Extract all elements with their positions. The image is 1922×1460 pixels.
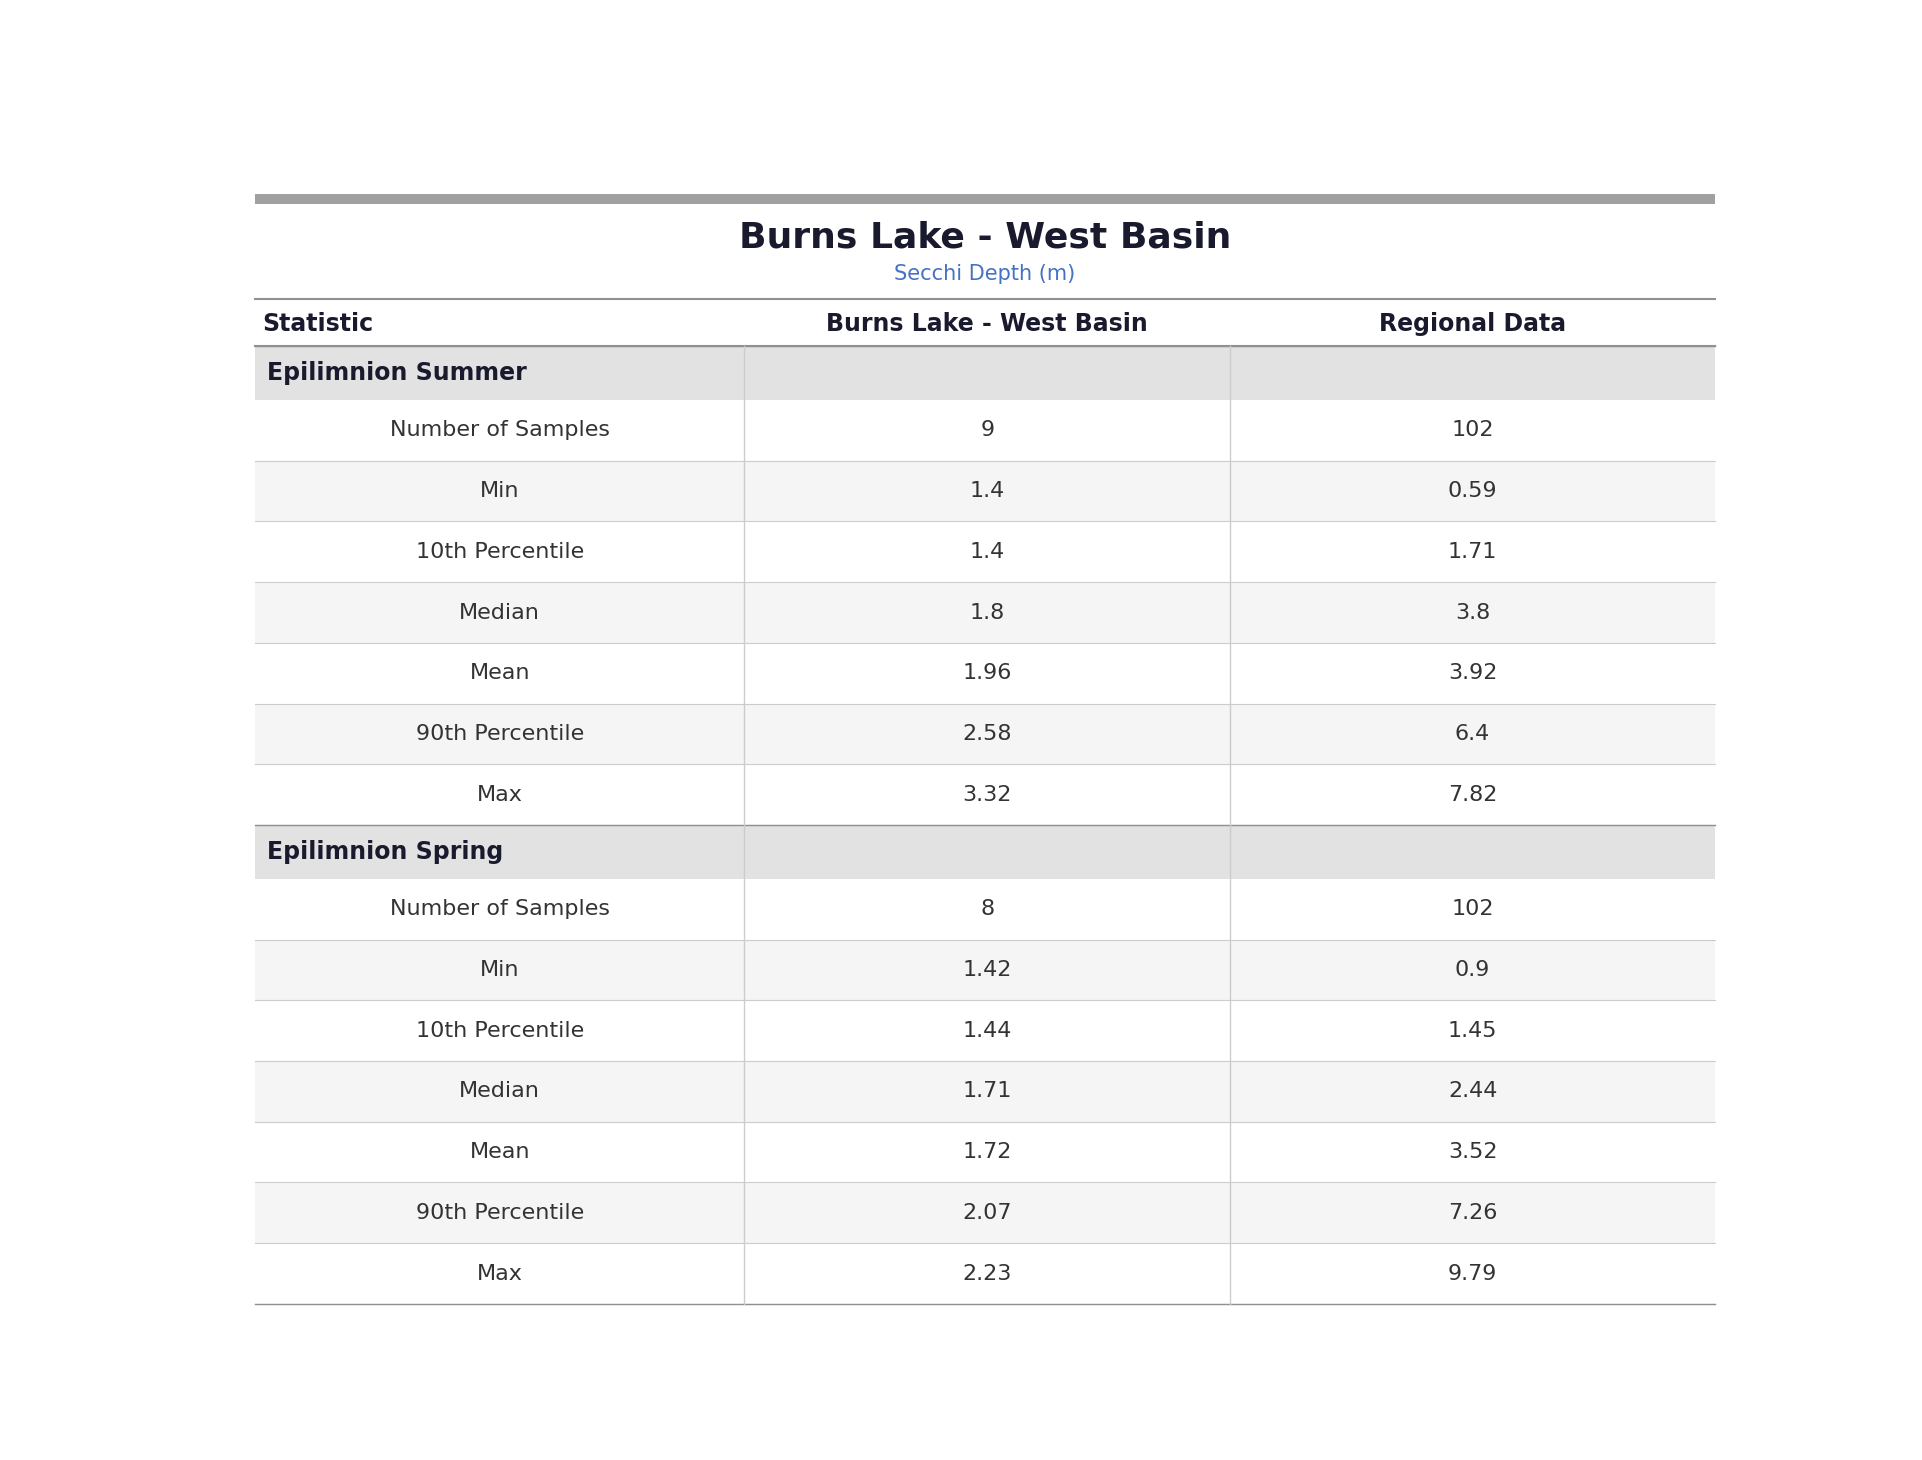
Bar — [256, 346, 1714, 400]
Text: 2.23: 2.23 — [963, 1263, 1011, 1283]
Text: 1.8: 1.8 — [969, 603, 1005, 622]
Text: Number of Samples: Number of Samples — [390, 420, 609, 441]
Text: Regional Data: Regional Data — [1378, 311, 1566, 336]
Bar — [256, 1061, 1714, 1121]
Text: 0.59: 0.59 — [1447, 482, 1497, 501]
Text: 1.71: 1.71 — [1447, 542, 1497, 562]
Text: 1.96: 1.96 — [963, 663, 1011, 683]
Text: 3.92: 3.92 — [1447, 663, 1497, 683]
Text: 0.9: 0.9 — [1455, 961, 1490, 980]
Text: 2.44: 2.44 — [1447, 1082, 1497, 1101]
Text: 1.42: 1.42 — [963, 961, 1011, 980]
Text: Median: Median — [459, 1082, 540, 1101]
Text: Mean: Mean — [469, 663, 530, 683]
Bar — [256, 1000, 1714, 1061]
Bar — [256, 940, 1714, 1000]
Text: 102: 102 — [1451, 420, 1493, 441]
Text: 3.8: 3.8 — [1455, 603, 1490, 622]
Text: 7.26: 7.26 — [1447, 1203, 1497, 1223]
Bar — [256, 583, 1714, 642]
Bar — [256, 1183, 1714, 1244]
Text: 1.45: 1.45 — [1447, 1021, 1497, 1041]
Text: Max: Max — [477, 784, 523, 804]
Bar — [256, 764, 1714, 825]
Text: 1.72: 1.72 — [963, 1142, 1011, 1162]
Text: 3.32: 3.32 — [963, 784, 1011, 804]
Text: Number of Samples: Number of Samples — [390, 899, 609, 920]
Text: Burns Lake - West Basin: Burns Lake - West Basin — [826, 311, 1147, 336]
Bar — [256, 461, 1714, 521]
Text: 10th Percentile: 10th Percentile — [415, 542, 584, 562]
Text: 2.58: 2.58 — [963, 724, 1013, 745]
Bar — [256, 400, 1714, 461]
Text: 6.4: 6.4 — [1455, 724, 1490, 745]
Bar — [256, 704, 1714, 764]
Text: 10th Percentile: 10th Percentile — [415, 1021, 584, 1041]
Text: Statistic: Statistic — [263, 311, 373, 336]
Text: Epilimnion Spring: Epilimnion Spring — [267, 839, 504, 864]
Text: 9: 9 — [980, 420, 994, 441]
Text: 1.4: 1.4 — [969, 482, 1005, 501]
Bar — [256, 521, 1714, 583]
Text: Burns Lake - West Basin: Burns Lake - West Basin — [738, 220, 1232, 254]
Text: 102: 102 — [1451, 899, 1493, 920]
Text: 90th Percentile: 90th Percentile — [415, 1203, 584, 1223]
Text: Secchi Depth (m): Secchi Depth (m) — [894, 264, 1076, 285]
Bar — [256, 879, 1714, 940]
Text: 2.07: 2.07 — [963, 1203, 1013, 1223]
Text: 9.79: 9.79 — [1447, 1263, 1497, 1283]
Text: 1.4: 1.4 — [969, 542, 1005, 562]
Text: Mean: Mean — [469, 1142, 530, 1162]
Text: Epilimnion Summer: Epilimnion Summer — [267, 361, 527, 385]
Bar — [256, 194, 1714, 204]
Text: Median: Median — [459, 603, 540, 622]
Text: 1.71: 1.71 — [963, 1082, 1011, 1101]
Text: 7.82: 7.82 — [1447, 784, 1497, 804]
Bar — [256, 1121, 1714, 1183]
Bar — [256, 1244, 1714, 1304]
Text: 1.44: 1.44 — [963, 1021, 1011, 1041]
Text: 3.52: 3.52 — [1447, 1142, 1497, 1162]
Text: Min: Min — [480, 482, 519, 501]
Text: 8: 8 — [980, 899, 994, 920]
Text: Min: Min — [480, 961, 519, 980]
Bar — [256, 642, 1714, 704]
Text: 90th Percentile: 90th Percentile — [415, 724, 584, 745]
Text: Max: Max — [477, 1263, 523, 1283]
Bar — [256, 825, 1714, 879]
